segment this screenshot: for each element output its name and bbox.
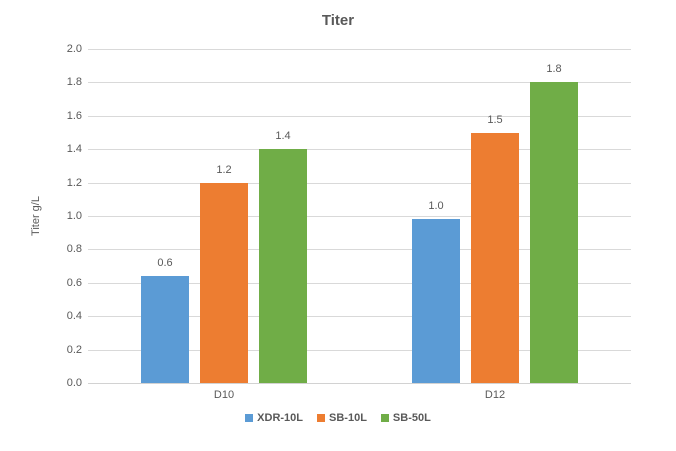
- bar-SB-10L-D10: [200, 183, 248, 383]
- y-gridline: [88, 183, 631, 184]
- y-tick-label: 0.6: [66, 277, 82, 289]
- y-gridline: [88, 149, 631, 150]
- y-gridline: [88, 316, 631, 317]
- y-gridline: [88, 116, 631, 117]
- y-gridline: [88, 249, 631, 250]
- y-tick-label: 0.0: [66, 377, 82, 389]
- y-tick-label: 1.2: [66, 177, 82, 189]
- data-label: 1.0: [428, 200, 444, 212]
- legend-swatch-icon: [245, 414, 254, 422]
- y-tick-label: 1.4: [66, 143, 82, 155]
- y-tick-label: 0.2: [66, 344, 82, 356]
- chart-title: Titer: [321, 12, 355, 29]
- legend-swatch-icon: [380, 414, 389, 422]
- y-gridline: [88, 283, 631, 284]
- x-axis-line: [88, 383, 631, 384]
- x-category-label: D10: [213, 389, 235, 401]
- legend-item-SB-10L: SB-10L: [317, 412, 367, 424]
- legend-swatch-icon: [317, 414, 326, 422]
- legend-label: SB-50L: [392, 412, 431, 424]
- y-axis-title: Titer g/L: [30, 196, 42, 236]
- y-tick-label: 1.0: [66, 210, 82, 222]
- y-tick-label: 0.8: [66, 243, 82, 255]
- legend-label: SB-10L: [329, 412, 367, 424]
- data-label: 0.6: [157, 257, 173, 269]
- y-tick-label: 1.6: [66, 110, 82, 122]
- bar-XDR-10L-D12: [412, 219, 460, 383]
- legend-label: XDR-10L: [257, 412, 304, 424]
- data-label: 1.8: [546, 63, 562, 75]
- bar-XDR-10L-D10: [141, 276, 189, 383]
- y-gridline: [88, 216, 631, 217]
- data-label: 1.4: [275, 130, 291, 142]
- legend-item-SB-50L: SB-50L: [380, 412, 431, 424]
- y-tick-label: 1.8: [66, 76, 82, 88]
- y-gridline: [88, 49, 631, 50]
- y-gridline: [88, 350, 631, 351]
- bar-SB-50L-D10: [259, 149, 307, 383]
- legend-item-XDR-10L: XDR-10L: [245, 412, 303, 424]
- data-label: 1.2: [216, 164, 232, 176]
- y-gridline: [88, 82, 631, 83]
- bar-SB-50L-D12: [530, 82, 578, 383]
- y-tick-label: 0.4: [66, 310, 82, 322]
- data-label: 1.5: [487, 114, 503, 126]
- x-category-label: D12: [484, 389, 506, 401]
- legend: XDR-10L SB-10L SB-50L: [0, 412, 676, 424]
- bar-SB-10L-D12: [471, 133, 519, 383]
- y-tick-label: 2.0: [66, 43, 82, 55]
